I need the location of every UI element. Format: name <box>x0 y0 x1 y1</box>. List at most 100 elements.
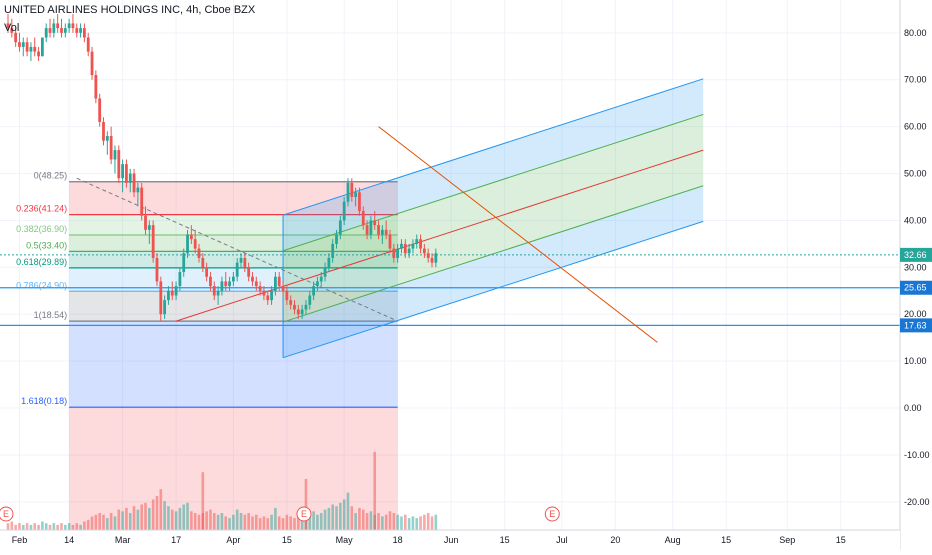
candle <box>411 243 415 249</box>
y-tick-label: 70.00 <box>904 75 927 85</box>
fib-level-label: 1.618(0.18) <box>21 396 67 406</box>
volume-bar <box>384 514 388 530</box>
pitchfork-zone <box>283 150 704 323</box>
price-axis <box>900 0 932 550</box>
candle <box>247 267 251 277</box>
candle <box>380 229 384 235</box>
volume-bar <box>14 524 17 530</box>
y-tick-label: 60.00 <box>904 122 927 132</box>
volume-bar <box>75 523 79 530</box>
candle <box>132 173 136 193</box>
candle <box>388 234 392 249</box>
volume-bar <box>423 514 426 530</box>
volume-bar <box>197 514 201 530</box>
volume-bar <box>41 521 44 530</box>
candle <box>94 75 98 99</box>
volume-bar <box>388 511 392 530</box>
volume-bar <box>83 521 86 530</box>
volume-label: Vol <box>4 22 20 34</box>
candle <box>83 28 86 38</box>
candle <box>144 215 147 230</box>
volume-bar <box>136 509 140 530</box>
candle <box>426 253 430 258</box>
earnings-label: E <box>3 509 9 519</box>
volume-bar <box>170 509 174 530</box>
candle <box>178 272 182 287</box>
pitchfork-zone <box>283 114 704 287</box>
volume-bar <box>396 514 399 530</box>
volume-bar <box>163 501 166 530</box>
volume-bar <box>361 509 365 530</box>
volume-bar <box>193 513 197 530</box>
candle <box>270 290 273 301</box>
candle <box>400 243 403 249</box>
y-tick-label: 30.00 <box>904 262 927 272</box>
candle <box>209 276 212 287</box>
volume-bar <box>52 523 56 530</box>
volume-bar <box>316 514 319 530</box>
fib-zone <box>69 321 398 408</box>
volume-bar <box>373 451 377 530</box>
y-tick-label: -10.00 <box>904 450 930 460</box>
volume-bar <box>327 507 331 530</box>
candle <box>125 164 128 183</box>
volume-bar <box>430 516 434 530</box>
pitchfork-line <box>282 220 704 359</box>
volume-bar <box>289 516 292 530</box>
candle <box>174 286 178 296</box>
candle <box>167 290 170 301</box>
fib-level-label: 0.786(24.90) <box>16 280 67 290</box>
volume-bar <box>102 514 105 530</box>
fib-zone <box>69 291 398 322</box>
volume-bar <box>212 513 216 530</box>
volume-bar <box>71 524 75 530</box>
candle <box>373 220 377 226</box>
volume-bar <box>434 514 438 530</box>
volume-bar <box>182 504 186 530</box>
x-tick-label: May <box>336 535 354 545</box>
volume-bar <box>377 513 380 530</box>
candle <box>170 290 174 296</box>
candle <box>384 229 388 235</box>
earnings-marker <box>0 506 14 522</box>
fib-level-label: 0.618(29.89) <box>16 257 67 267</box>
candle <box>396 248 400 258</box>
candle <box>98 98 102 122</box>
x-tick-label: 15 <box>500 535 510 545</box>
volume-bar <box>258 518 262 530</box>
volume-bar <box>151 499 155 530</box>
candle <box>281 286 285 291</box>
candle <box>75 28 79 33</box>
candle <box>25 42 29 52</box>
x-tick-label: 15 <box>282 535 292 545</box>
volume-bar <box>209 509 212 530</box>
candle <box>155 257 159 282</box>
candle <box>90 51 94 76</box>
trendline <box>378 126 658 343</box>
volume-bar <box>148 507 151 530</box>
volume-bar <box>400 516 403 530</box>
volume-bar <box>308 513 312 530</box>
candle <box>205 267 209 277</box>
candle <box>231 276 235 282</box>
candle <box>117 150 121 179</box>
candle <box>60 28 63 33</box>
volume-bar <box>312 511 315 530</box>
volume-bar <box>48 524 52 530</box>
candle <box>14 32 18 43</box>
x-tick-label: Sep <box>779 535 795 545</box>
volume-bar <box>342 499 346 530</box>
candle <box>361 211 365 226</box>
candle <box>266 295 270 301</box>
volume-bar <box>339 502 342 530</box>
candle <box>29 46 33 52</box>
price-tag <box>900 247 932 262</box>
candle <box>319 276 323 282</box>
volume-bar <box>381 516 384 530</box>
x-tick-label: 18 <box>393 535 403 545</box>
volume-bar <box>60 523 63 530</box>
volume-bar <box>44 523 48 530</box>
candle <box>285 290 289 301</box>
